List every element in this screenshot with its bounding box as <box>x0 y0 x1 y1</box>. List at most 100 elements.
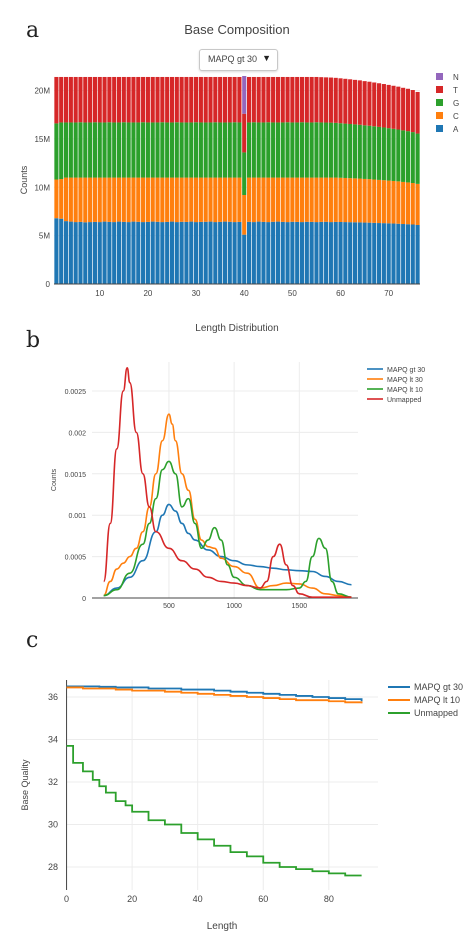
bar-segment-T <box>189 76 194 123</box>
bar-segment-C <box>141 177 146 223</box>
mapq-dropdown[interactable]: MAPQ gt 30 ▼ <box>199 49 278 71</box>
bar-segment-C <box>218 177 223 222</box>
bar-segment-C <box>160 177 165 223</box>
bar-segment-C <box>232 177 237 223</box>
series-line-Unmapped <box>66 744 362 877</box>
bar-segment-A <box>218 221 223 284</box>
bar-segment-A <box>68 221 73 284</box>
length-distribution-title: Length Distribution <box>195 323 279 334</box>
bar-segment-C <box>309 177 314 222</box>
bar-segment-T <box>222 76 228 123</box>
bar-segment-C <box>116 177 122 222</box>
bar-segment-G <box>92 122 97 178</box>
legend-label-Unmapped: Unmapped <box>414 708 458 718</box>
bar-segment-G <box>348 123 353 179</box>
bar-segment-T <box>194 76 199 123</box>
legend-label-T: T <box>453 86 458 95</box>
bar-segment-C <box>150 177 155 222</box>
bar-segment-A <box>410 224 415 284</box>
bar-segment-G <box>275 122 280 178</box>
bar-segment-C <box>348 178 353 223</box>
y-tick-label-a: 20M <box>34 87 50 96</box>
legend-label-N: N <box>453 73 459 82</box>
bar-segment-T <box>150 76 155 123</box>
bar-segment-C <box>381 180 386 224</box>
bar-segment-T <box>83 76 88 123</box>
series-line-Unmapped <box>102 366 352 598</box>
y-tick-label-a: 10M <box>34 183 50 192</box>
bar-segment-A <box>357 222 362 284</box>
bar-segment-G <box>59 122 64 180</box>
bar-segment-G <box>150 122 155 178</box>
bar-segment-G <box>343 123 348 178</box>
bar-segment-T <box>280 76 285 123</box>
bar-segment-A <box>256 221 261 284</box>
bar-segment-A <box>194 222 199 284</box>
bar-segment-C <box>324 177 329 222</box>
legend-label-Unmapped: Unmapped <box>387 397 421 404</box>
bar-segment-G <box>405 131 411 183</box>
bar-segment-A <box>150 221 155 284</box>
bar-segment-T <box>357 80 362 125</box>
bar-segment-C <box>59 179 64 219</box>
bar-segment-G <box>107 122 112 178</box>
bar-segment-A <box>405 224 411 284</box>
bar-segment-A <box>352 222 358 284</box>
bar-segment-T <box>179 76 184 123</box>
bar-segment-A <box>232 222 237 284</box>
bar-segment-C <box>343 177 348 223</box>
bar-segment-G <box>222 122 228 178</box>
y-tick-label-b: 0 <box>82 596 86 603</box>
bar-segment-A <box>237 221 242 284</box>
bar-segment-T <box>401 87 406 131</box>
bar-segment-T <box>405 88 411 132</box>
bar-segment-T <box>68 76 73 123</box>
x-tick-label-a: 20 <box>143 289 152 298</box>
panel-letter-c: c <box>26 628 39 653</box>
y-tick-label-b: 0.0015 <box>65 472 87 479</box>
legend-swatch-T <box>436 86 443 93</box>
legend-swatch-N <box>436 73 443 80</box>
bar-segment-T <box>160 76 165 123</box>
bar-segment-C <box>261 177 266 222</box>
bar-segment-T <box>396 86 401 130</box>
bar-segment-T <box>251 76 256 123</box>
bar-segment-G <box>367 125 372 180</box>
bar-segment-G <box>218 122 223 178</box>
bar-segment-T <box>343 78 348 124</box>
bar-segment-C <box>145 177 150 222</box>
bar-segment-T <box>348 79 353 124</box>
y-tick-label-c: 28 <box>48 862 58 872</box>
bar-segment-A <box>381 223 386 284</box>
bar-segment-T <box>381 84 386 128</box>
bar-segment-C <box>333 177 338 222</box>
bar-segment-A <box>165 221 170 284</box>
bar-segment-T <box>309 76 314 123</box>
legend-label-MAPQ-lt-10: MAPQ lt 10 <box>414 695 460 705</box>
bar-segment-G <box>271 122 276 178</box>
bar-segment-A <box>63 221 69 284</box>
bar-segment-C <box>54 179 59 219</box>
bar-segment-C <box>227 177 232 222</box>
bar-segment-G <box>131 122 136 178</box>
bar-segment-T <box>386 84 391 129</box>
bar-segment-A <box>107 221 112 284</box>
bar-segment-C <box>285 177 290 223</box>
series-line-MAPQ-lt-10 <box>66 686 363 704</box>
y-tick-label-c: 36 <box>48 692 58 702</box>
bar-segment-A <box>189 221 194 284</box>
bar-segment-T <box>92 76 97 123</box>
bar-segment-G <box>145 122 150 178</box>
bar-segment-G <box>179 122 184 178</box>
bar-segment-T <box>290 76 295 123</box>
legend-label-A: A <box>453 125 459 134</box>
bar-segment-T <box>256 76 261 123</box>
bar-segment-G <box>415 133 420 184</box>
bar-segment-G <box>184 122 189 178</box>
bar-segment-T <box>304 76 309 123</box>
bar-segment-C <box>194 177 199 223</box>
bar-segment-C <box>92 177 97 222</box>
bar-segment-G <box>352 124 358 179</box>
bar-segment-C <box>174 177 179 223</box>
x-tick-label-a: 30 <box>192 289 201 298</box>
